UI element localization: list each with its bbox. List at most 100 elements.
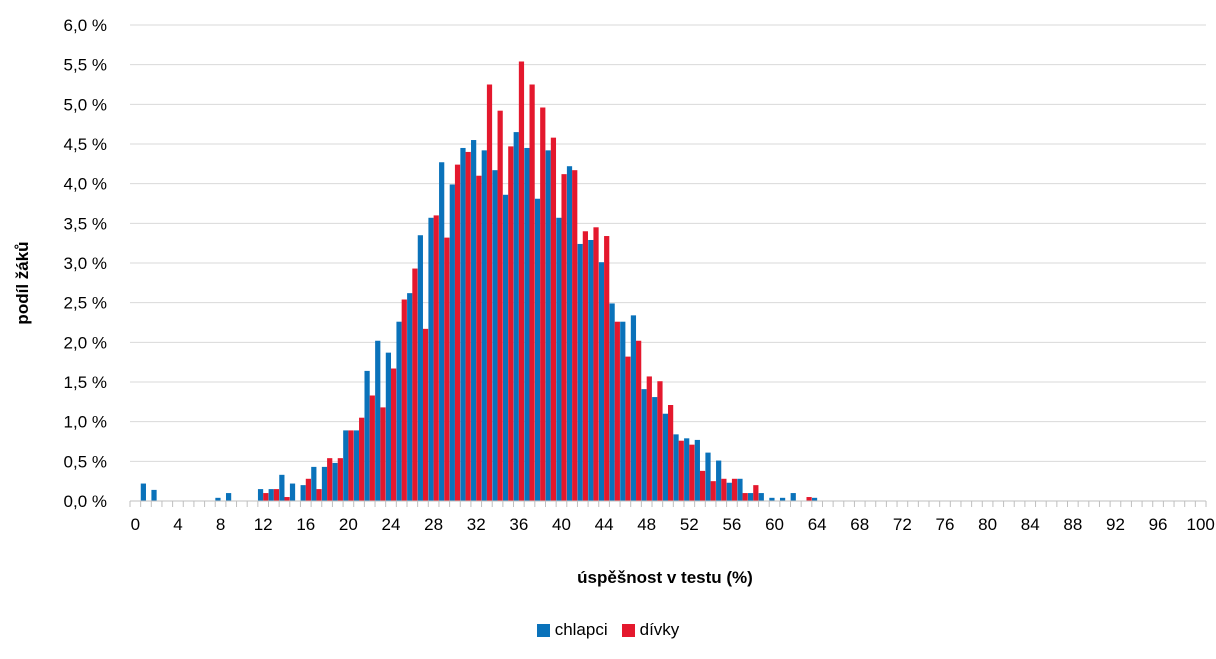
bar-dívky [625, 356, 631, 501]
bar-chlapci [343, 430, 349, 501]
bar-chlapci [641, 389, 647, 501]
bar-dívky [401, 299, 407, 501]
bar-dívky [263, 493, 269, 501]
y-tick-label: 4,0 % [64, 175, 107, 194]
x-tick-label: 48 [637, 515, 656, 534]
x-tick-label: 76 [936, 515, 955, 534]
bar-chlapci [790, 493, 796, 501]
bar-dívky [614, 321, 620, 501]
bar-dívky [604, 236, 610, 501]
bar-chlapci [492, 170, 498, 501]
bar-chlapci [140, 483, 146, 501]
bar-chlapci [460, 147, 466, 501]
x-tick-label: 88 [1063, 515, 1082, 534]
bar-dívky [550, 137, 557, 502]
bar-chlapci [151, 489, 157, 501]
y-tick-label: 6,0 % [64, 16, 107, 35]
legend-swatch-divky [621, 623, 635, 637]
bar-chlapci [481, 150, 487, 501]
bar-chlapci [630, 315, 637, 501]
bar-chlapci [311, 466, 317, 501]
x-tick-label: 4 [173, 515, 182, 534]
legend-item-chlapci: chlapci [536, 620, 608, 640]
bar-chlapci [758, 493, 764, 501]
bar-chlapci [332, 462, 338, 501]
bar-chlapci [396, 321, 402, 501]
y-tick-label: 4,5 % [64, 135, 107, 154]
x-tick-label: 44 [595, 515, 614, 534]
bar-dívky [572, 170, 578, 501]
y-tick-label: 2,5 % [64, 294, 107, 313]
y-tick-label: 3,5 % [64, 214, 107, 233]
y-tick-label: 0,5 % [64, 452, 107, 471]
bar-chlapci [566, 166, 573, 502]
bar-dívky [699, 470, 706, 501]
bar-dívky [646, 376, 652, 501]
x-tick-label: 16 [296, 515, 315, 534]
y-tick-label: 3,0 % [64, 254, 107, 273]
y-tick-label: 2,0 % [64, 333, 107, 352]
bar-chlapci [716, 460, 722, 501]
y-tick-label: 1,5 % [64, 373, 107, 392]
bar-dívky [348, 430, 354, 501]
bar-dívky [273, 489, 280, 501]
bar-chlapci [524, 147, 530, 501]
legend: chlapci dívky [0, 620, 1216, 640]
bar-dívky [433, 215, 439, 501]
x-tick-label: 52 [680, 515, 699, 534]
bar-dívky [689, 444, 695, 501]
bar-chlapci [673, 434, 679, 501]
y-tick-label: 5,0 % [64, 95, 107, 114]
legend-label-chlapci: chlapci [554, 620, 608, 639]
bar-chlapci [364, 370, 370, 501]
legend-item-divky: dívky [621, 620, 680, 640]
bar-chlapci [428, 217, 434, 501]
bar-dívky [593, 227, 599, 502]
bar-chlapci [769, 497, 775, 501]
bar-dívky [454, 164, 461, 502]
x-tick-label: 84 [1021, 515, 1040, 534]
bar-dívky [444, 237, 450, 501]
legend-label-divky: dívky [639, 620, 680, 639]
bar-dívky [742, 493, 748, 501]
bar-chlapci [694, 439, 700, 501]
bar-dívky [731, 478, 738, 501]
bar-dívky [806, 497, 812, 501]
x-tick-label: 0 [131, 515, 140, 534]
bar-chlapci [502, 194, 509, 502]
bar-dívky [668, 405, 674, 501]
bar-chlapci [556, 217, 562, 501]
x-tick-label: 20 [339, 515, 358, 534]
bar-chlapci [662, 413, 668, 501]
bar-chlapci [748, 493, 754, 501]
bar-dívky [529, 84, 535, 501]
bar-chlapci [513, 132, 519, 501]
x-tick-label: 32 [467, 515, 486, 534]
bar-chlapci [726, 482, 732, 501]
bar-dívky [337, 458, 343, 501]
bar-chlapci [598, 262, 605, 501]
bar-chlapci [652, 397, 658, 501]
bar-dívky [657, 381, 663, 501]
x-tick-label: 24 [382, 515, 401, 534]
x-tick-label: 80 [978, 515, 997, 534]
bar-dívky [636, 340, 642, 501]
bar-dívky [359, 417, 365, 501]
bar-dívky [753, 485, 759, 501]
bar-chlapci [407, 293, 413, 501]
gridlines [130, 24, 1206, 502]
bar-dívky [721, 478, 727, 501]
bar-dívky [476, 175, 482, 501]
bar-chlapci [353, 430, 360, 501]
x-tick-label: 28 [424, 515, 443, 534]
y-axis-title: podíl žáků [13, 241, 32, 324]
bar-dívky [422, 328, 429, 501]
bar-dívky [284, 497, 290, 501]
bar-dívky [380, 407, 386, 501]
x-tick-label: 68 [850, 515, 869, 534]
y-tick-label: 5,5 % [64, 56, 107, 75]
bar-chlapci [439, 162, 445, 501]
y-tick-labels: 0,0 % 0,5 % 1,0 % 1,5 % 2,0 % 2,5 % 3,0 % 3,5 %… [64, 16, 107, 511]
bar-chlapci [300, 485, 306, 501]
